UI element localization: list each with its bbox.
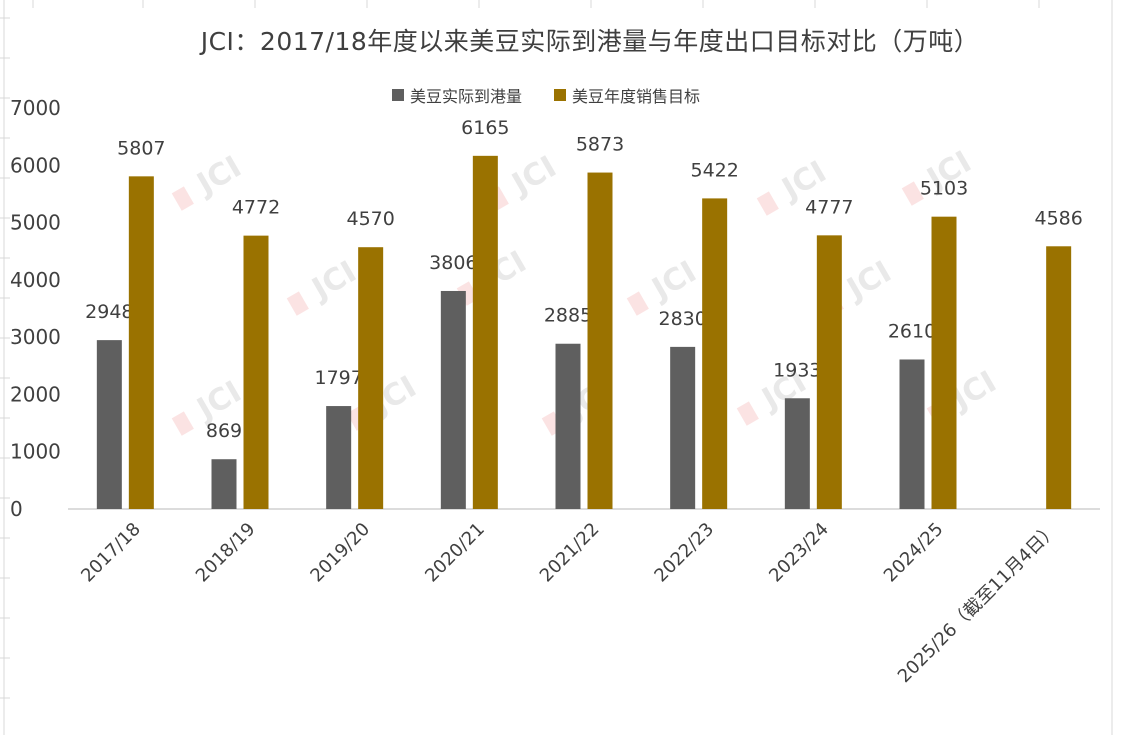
x-tick-label: 2024/25 — [880, 519, 948, 587]
data-label-target: 6165 — [461, 117, 509, 139]
y-tick-label: 4000 — [10, 268, 61, 292]
bar-target — [816, 235, 842, 510]
bar-actual — [670, 346, 696, 509]
bar-target — [702, 198, 728, 509]
data-label-target: 4570 — [346, 208, 394, 230]
watermark-mark — [901, 181, 924, 206]
data-label-actual: 869 — [206, 420, 242, 442]
bar-actual — [326, 406, 352, 509]
x-tick-label: 2017/18 — [77, 519, 145, 587]
data-label-actual: 2830 — [658, 308, 706, 330]
x-tick-label: 2021/22 — [536, 519, 604, 587]
bar-actual — [555, 343, 581, 509]
data-label-target: 5873 — [576, 134, 624, 156]
watermark-mark — [626, 291, 649, 316]
data-label-actual: 3806 — [429, 252, 477, 274]
watermark-logo: JCI — [305, 254, 363, 307]
bar-target — [587, 172, 613, 509]
watermark-logo: JCI — [645, 254, 703, 307]
y-tick-label: 1000 — [10, 440, 61, 464]
bar-target — [243, 235, 269, 509]
y-tick-label: 6000 — [10, 153, 61, 177]
bar-target — [472, 155, 498, 510]
data-label-target: 5807 — [117, 137, 165, 159]
chart-title: JCI：2017/18年度以来美豆实际到港量与年度出口目标对比（万吨） — [200, 27, 980, 56]
watermark-logo: JCI — [190, 149, 248, 202]
watermark-mark — [171, 186, 194, 211]
y-tick-label: 3000 — [10, 325, 61, 349]
bar-actual — [96, 340, 122, 509]
bar-target — [358, 247, 384, 509]
data-label-target: 4772 — [232, 197, 280, 219]
data-label-target: 4777 — [805, 196, 853, 218]
bar-target — [128, 176, 154, 509]
data-label-actual: 2948 — [85, 301, 133, 323]
x-tick-label: 2018/19 — [192, 519, 260, 587]
y-tick-label: 0 — [10, 497, 23, 521]
watermark-mark — [171, 411, 194, 436]
bar-target — [1046, 246, 1072, 509]
y-tick-label: 2000 — [10, 382, 61, 406]
data-label-target: 5103 — [920, 178, 968, 200]
legend-swatch-target — [554, 89, 567, 101]
data-label-actual: 2610 — [888, 320, 936, 342]
bar-actual — [899, 359, 925, 509]
watermark-logo: JCI — [840, 254, 898, 307]
bar-target — [931, 216, 957, 509]
data-label-actual: 2885 — [544, 305, 592, 327]
x-tick-label: 2019/20 — [306, 519, 374, 587]
data-label-target: 4586 — [1034, 207, 1082, 229]
data-label-actual: 1933 — [773, 359, 821, 381]
data-label-target: 5422 — [690, 159, 738, 181]
watermark-logo: JCI — [505, 149, 563, 202]
legend-label-actual: 美豆实际到港量 — [410, 87, 523, 106]
y-tick-label: 7000 — [10, 96, 61, 120]
data-label-actual: 1797 — [314, 367, 362, 389]
watermark-mark — [736, 401, 759, 426]
x-tick-label: 2022/23 — [650, 519, 718, 587]
bar-actual — [211, 459, 237, 509]
x-tick-label: 2020/21 — [421, 519, 489, 587]
legend-label-target: 美豆年度销售目标 — [572, 87, 701, 106]
legend-entry-actual: 美豆实际到港量 — [392, 83, 522, 107]
bar-actual — [440, 290, 466, 509]
y-tick-label: 5000 — [10, 211, 61, 235]
legend: 美豆实际到港量 美豆年度销售目标 — [392, 84, 732, 106]
bar-actual — [784, 398, 810, 509]
legend-entry-target: 美豆年度销售目标 — [554, 83, 700, 107]
x-tick-label: 2023/24 — [765, 519, 833, 587]
watermark-mark — [756, 191, 779, 216]
watermark-mark — [286, 291, 309, 316]
legend-swatch-actual — [392, 89, 404, 101]
